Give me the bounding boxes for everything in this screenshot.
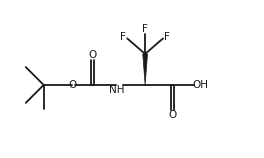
Text: O: O	[68, 80, 77, 90]
Text: F: F	[120, 32, 126, 42]
Text: O: O	[168, 110, 177, 120]
Text: O: O	[88, 50, 97, 60]
Text: OH: OH	[193, 80, 209, 90]
Text: NH: NH	[109, 85, 125, 95]
Polygon shape	[143, 54, 148, 85]
Text: F: F	[164, 32, 170, 42]
Text: F: F	[142, 24, 148, 34]
